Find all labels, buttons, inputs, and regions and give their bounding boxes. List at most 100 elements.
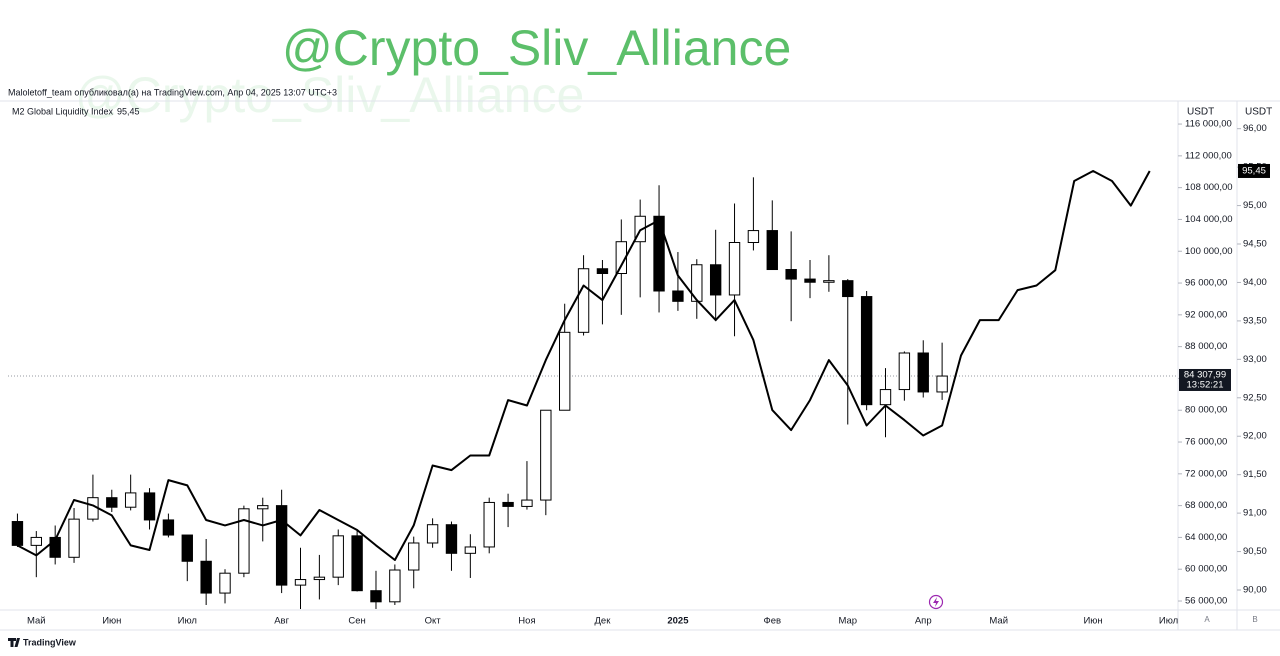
last-price-label: 84 307,99 xyxy=(1184,370,1226,381)
y2-tick-label: 96,00 xyxy=(1243,123,1267,134)
candle-body xyxy=(559,331,571,411)
y2-unit: USDT xyxy=(1245,107,1272,118)
candle-body xyxy=(313,576,326,581)
candle-body xyxy=(898,352,911,391)
value-tag-label: 95,45 xyxy=(1242,165,1266,176)
y-tick-label: 60 000,00 xyxy=(1185,564,1227,575)
event-icon[interactable] xyxy=(928,594,944,610)
line-series xyxy=(16,170,1151,561)
candle-body xyxy=(917,352,929,393)
candle-body xyxy=(502,501,514,507)
candle-body xyxy=(747,230,760,243)
x-tick-label: Июн xyxy=(1083,616,1102,627)
candle-body xyxy=(785,269,797,280)
y2-tick-label: 92,50 xyxy=(1243,392,1267,403)
y-tick-label: 92 000,00 xyxy=(1185,309,1227,320)
y-tick-label: 116 000,00 xyxy=(1185,119,1232,130)
y2-tick-label: 94,50 xyxy=(1243,239,1267,250)
candle-body xyxy=(275,505,288,586)
candle-body xyxy=(464,546,477,554)
candle-body xyxy=(842,280,854,298)
y2-tick-label: 94,00 xyxy=(1243,277,1267,288)
x-tick-label: 2025 xyxy=(667,616,689,627)
countdown: 13:52:21 xyxy=(1187,380,1224,391)
candle-body xyxy=(11,521,24,546)
candle-body xyxy=(653,215,665,292)
y2-tick-label: 90,00 xyxy=(1243,585,1267,596)
candle-body xyxy=(200,560,212,594)
x-tick-label: Дек xyxy=(594,616,611,627)
y-tick-label: 72 000,00 xyxy=(1185,468,1227,479)
candle-body xyxy=(181,534,193,562)
candle-body xyxy=(540,409,552,501)
candle-body xyxy=(577,268,590,333)
y2-tick-label: 93,50 xyxy=(1243,315,1267,326)
candle-body xyxy=(389,569,401,603)
candle-body xyxy=(30,536,42,546)
y2-tick-label: 91,50 xyxy=(1243,469,1267,480)
y-tick-label: 76 000,00 xyxy=(1185,437,1227,448)
candle-body xyxy=(445,524,458,554)
legend-name: M2 Global Liquidity Index xyxy=(12,106,114,116)
legend-value: 95,45 xyxy=(117,106,140,116)
candle-body xyxy=(351,535,363,592)
y-tick-label: 100 000,00 xyxy=(1185,246,1233,257)
candle-body xyxy=(294,579,307,586)
value-tag xyxy=(1238,163,1270,178)
x-tick-label: Июн xyxy=(102,616,121,627)
y-tick-label: 80 000,00 xyxy=(1185,405,1227,416)
header: Maloletoff_team опубликовал(а) на Tradin… xyxy=(8,87,337,97)
candle-body xyxy=(219,572,231,594)
x-tick-label: Фев xyxy=(763,616,781,627)
y-tick-label: 112 000,00 xyxy=(1185,150,1232,161)
candle-body xyxy=(370,590,382,603)
candle-body xyxy=(408,542,420,571)
candle-body xyxy=(332,535,344,578)
x-tick-label: Сен xyxy=(348,616,365,627)
y-tick-label: 104 000,00 xyxy=(1185,214,1233,225)
logo-icon xyxy=(8,638,20,647)
x-tick-label: Авг xyxy=(274,616,289,627)
candle-body xyxy=(728,241,741,296)
y2-tick-label: 92,00 xyxy=(1243,431,1267,442)
candle-body xyxy=(709,264,722,296)
y-unit-bg xyxy=(1179,104,1236,120)
candle-body xyxy=(804,278,816,283)
candle-body xyxy=(483,501,495,548)
y-tick-label: 96 000,00 xyxy=(1185,278,1227,289)
axis-button[interactable]: A xyxy=(1204,615,1210,624)
candle-body xyxy=(162,519,175,536)
y2-tick-label: 91,00 xyxy=(1243,508,1267,519)
x-tick-label: Окт xyxy=(425,616,442,627)
y2-tick-label: 95,00 xyxy=(1243,200,1267,211)
candle-body xyxy=(936,375,948,393)
candle-body xyxy=(426,524,439,544)
y2-tick-label: 90,50 xyxy=(1243,546,1267,557)
candle-body xyxy=(634,215,646,243)
candle-body xyxy=(49,536,61,558)
candle-body xyxy=(124,492,137,508)
candle-body xyxy=(143,492,156,521)
candle-body xyxy=(521,499,533,507)
x-tick-label: Апр xyxy=(915,616,932,627)
footer-logo: TradingView xyxy=(23,637,77,647)
candle-body xyxy=(823,280,835,283)
axis-button[interactable]: B xyxy=(1252,615,1257,624)
event-icon-bolt xyxy=(933,597,939,607)
y-tick-label: 64 000,00 xyxy=(1185,532,1227,543)
candle-body xyxy=(860,296,873,406)
y-unit: USDT xyxy=(1187,107,1214,118)
x-tick-label: Июл xyxy=(1159,616,1178,627)
last-price-tag xyxy=(1179,368,1231,391)
candle-body xyxy=(596,268,609,275)
x-tick-label: Май xyxy=(27,616,46,627)
watermark-shadow: @Crypto_Sliv_Alliance xyxy=(75,67,584,123)
x-tick-label: Ноя xyxy=(518,616,535,627)
candle-body xyxy=(106,497,118,508)
y-tick-label: 68 000,00 xyxy=(1185,500,1227,511)
y2-tick-label: 93,00 xyxy=(1243,354,1267,365)
x-tick-label: Мар xyxy=(838,616,857,627)
